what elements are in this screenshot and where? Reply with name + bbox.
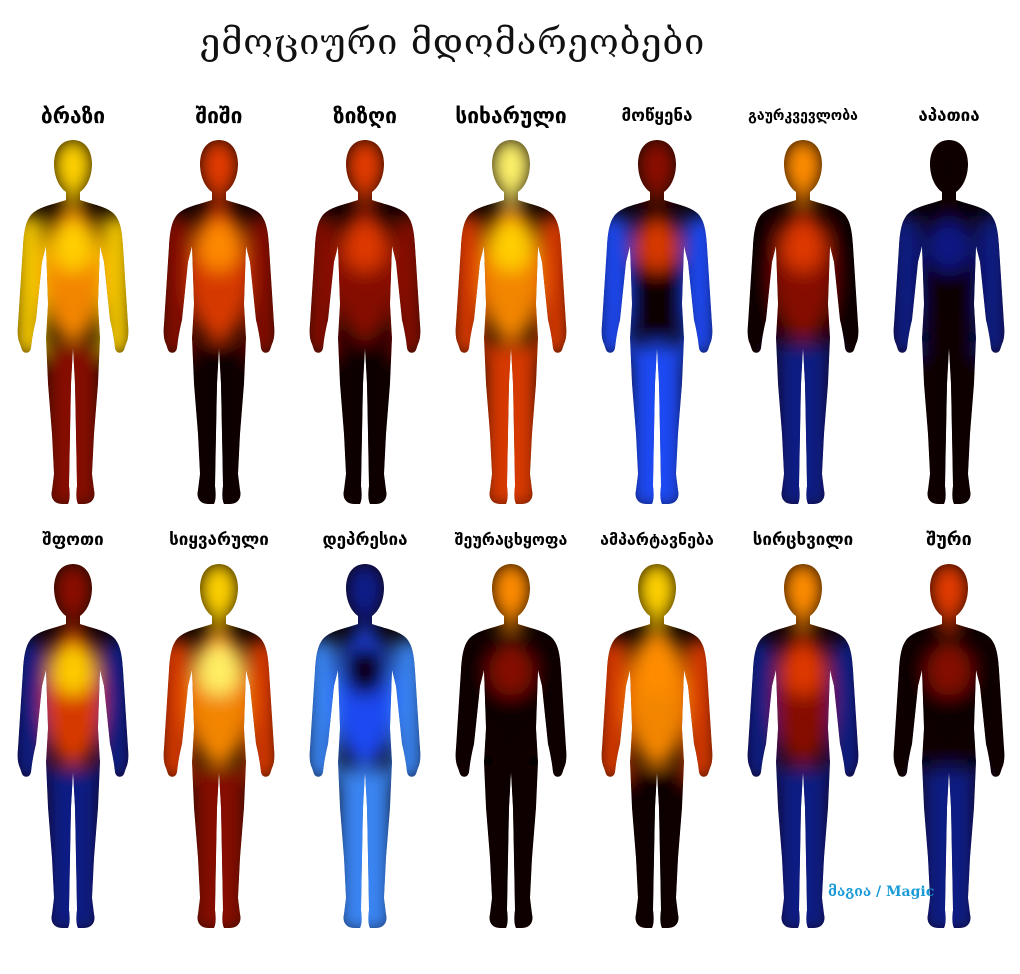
emotion-figure: აპათია — [876, 98, 1020, 518]
body-map — [747, 564, 859, 928]
emotion-figure: სირცხვილი — [730, 522, 876, 942]
emotion-label: ამპარტავნება — [600, 530, 714, 549]
watermark: მაგია / Magic — [828, 884, 935, 900]
emotion-figure: ზიზღი — [292, 98, 438, 518]
body-map — [893, 564, 1005, 928]
body-map — [455, 564, 567, 928]
body-map — [163, 564, 275, 928]
emotion-label: შეურაცხყოფა — [454, 530, 568, 549]
emotion-label: გაურკვევლობა — [748, 108, 858, 124]
body-map — [747, 140, 859, 504]
emotion-label: დეპრესია — [322, 530, 408, 550]
emotion-figure: შური — [876, 522, 1020, 942]
emotion-figure: შეურაცხყოფა — [438, 522, 584, 942]
body-map — [309, 564, 421, 928]
emotion-figure: შფოთი — [0, 522, 146, 942]
emotion-label: სიყვარული — [169, 530, 269, 550]
body-map — [17, 140, 129, 504]
emotion-figure: ბრაზი — [0, 98, 146, 518]
emotion-label: სირცხვილი — [752, 530, 854, 550]
body-map — [309, 140, 421, 504]
emotion-label: სიხარული — [455, 104, 567, 128]
emotion-figure: სიხარული — [438, 98, 584, 518]
emotion-figure: ამპარტავნება — [584, 522, 730, 942]
body-map — [601, 564, 713, 928]
emotion-figure: შიში — [146, 98, 292, 518]
emotion-row-1: ბრაზი შიში ზიზღი სიხარული მოწყენა გაურკვევლობ… — [0, 98, 1020, 518]
emotion-figure: დეპრესია — [292, 522, 438, 942]
body-map — [601, 140, 713, 504]
emotion-figure: სიყვარული — [146, 522, 292, 942]
emotion-label: აპათია — [918, 106, 980, 126]
emotion-figure: მოწყენა — [584, 98, 730, 518]
body-map — [163, 140, 275, 504]
page-title: ემოციური მდომარეობები — [200, 22, 706, 63]
emotion-row-2: შფოთი სიყვარული დეპრესია შეურაცხყოფა ამპარტა… — [0, 522, 1020, 942]
emotion-label: ბრაზი — [40, 104, 106, 128]
emotion-label: შური — [926, 529, 972, 550]
body-map — [455, 140, 567, 504]
body-map — [17, 564, 129, 928]
emotion-figure: გაურკვევლობა — [730, 98, 876, 518]
emotion-label: მოწყენა — [621, 106, 693, 126]
emotion-label: ზიზღი — [333, 104, 397, 128]
emotion-label: შფოთი — [42, 530, 104, 550]
body-map — [893, 140, 1005, 504]
emotion-label: შიში — [195, 104, 243, 128]
